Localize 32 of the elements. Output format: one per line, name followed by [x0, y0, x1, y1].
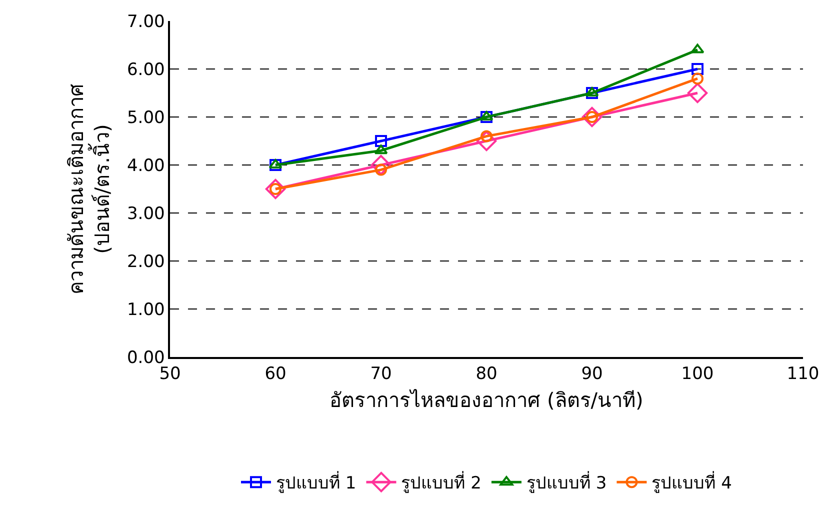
point — [692, 63, 704, 75]
x-tick-label: 110 — [786, 364, 820, 384]
x-tick-label: 70 — [370, 364, 392, 384]
point — [582, 106, 602, 128]
point — [586, 87, 598, 99]
legend-label: รูปแบบที่ 2 — [401, 470, 482, 494]
y-axis-title: ความดันขณะเติมอากาศ (ปอนด์/ตร.นิ้ว) — [64, 84, 114, 294]
x-tick-label: 100 — [681, 364, 714, 384]
point — [476, 130, 497, 152]
legend-label: รูปแบบที่ 3 — [526, 470, 607, 494]
point — [374, 144, 388, 154]
y-tick-label: 7.00 — [126, 12, 165, 32]
point — [692, 72, 704, 85]
point — [370, 154, 392, 176]
point — [687, 82, 708, 104]
point — [270, 159, 282, 171]
point — [375, 135, 387, 147]
y-tick-label: 1.00 — [126, 300, 165, 320]
x-tick-label: 60 — [264, 364, 286, 384]
point — [265, 178, 286, 200]
y-tick-label: 2.00 — [126, 252, 165, 272]
point — [480, 111, 492, 123]
legend-label: รูปแบบที่ 4 — [652, 470, 732, 494]
x-axis-title: อัตราการไหลของอากาศ (ลิตร/นาที) — [330, 388, 644, 412]
y-tick-label: 6.00 — [126, 60, 165, 80]
y-tick-label: 5.00 — [126, 108, 165, 128]
legend-label: รูปแบบที่ 1 — [276, 470, 356, 494]
y-tick-label: 3.00 — [126, 204, 165, 224]
point — [690, 44, 704, 54]
x-tick-label: 80 — [476, 364, 498, 384]
y-tick-label: 4.00 — [126, 156, 165, 176]
x-tick-label: 90 — [581, 364, 603, 384]
